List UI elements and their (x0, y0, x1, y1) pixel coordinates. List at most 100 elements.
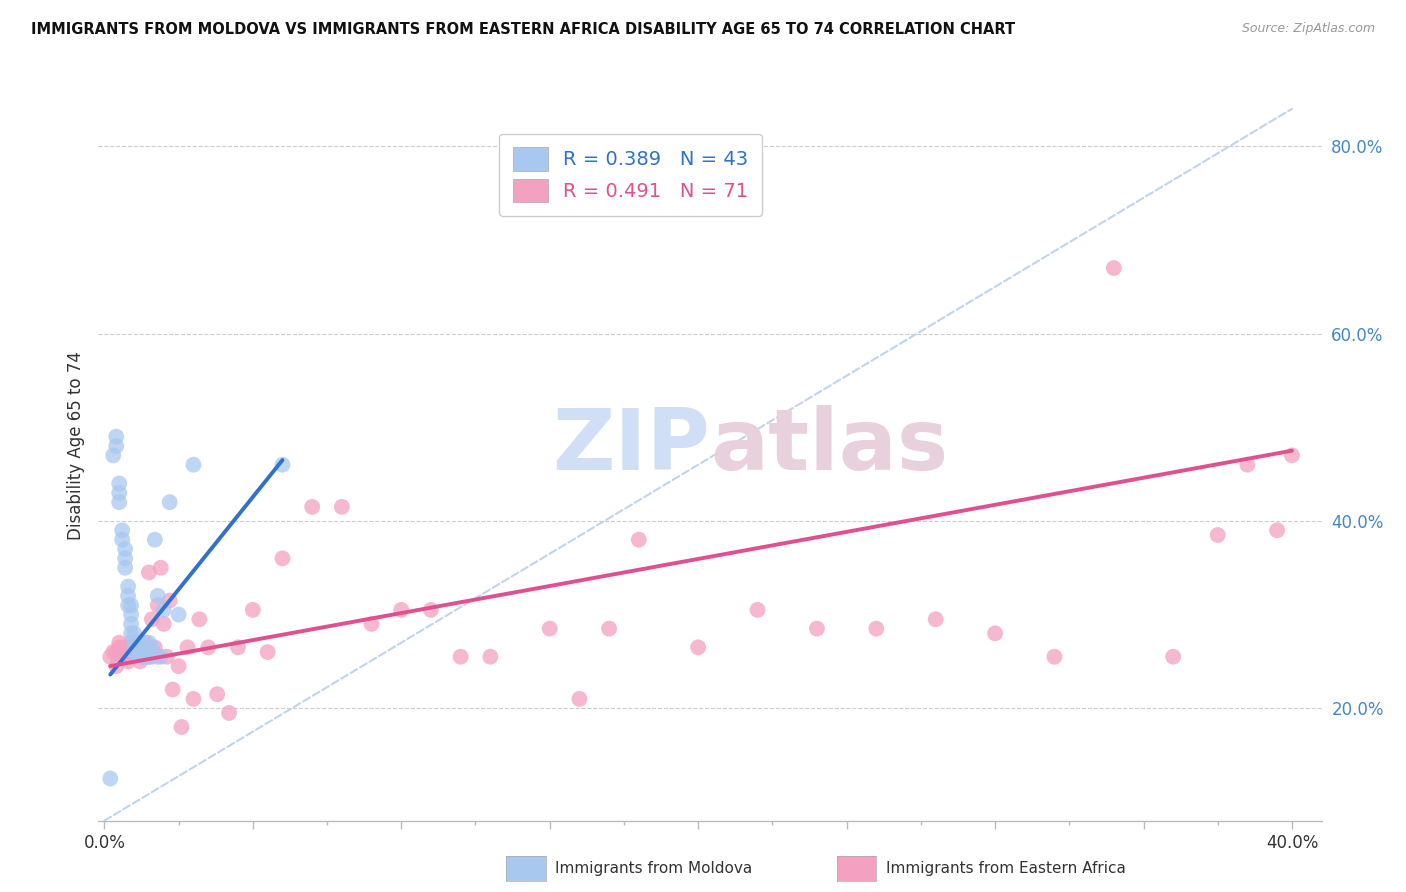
Point (105, 430, 128, 444)
Point (146, 599, 169, 613)
Point (806, 622, 828, 636)
Point (256, 645, 278, 659)
Point (143, 533, 166, 547)
Point (197, 640, 219, 655)
Point (162, 682, 184, 697)
Point (117, 640, 139, 655)
Point (688, 640, 710, 655)
Text: Immigrants from Eastern Africa: Immigrants from Eastern Africa (886, 862, 1126, 876)
Point (1281, 449, 1303, 463)
Point (156, 649, 179, 664)
Point (114, 561, 136, 575)
Point (105, 659, 128, 673)
Point (138, 649, 160, 664)
Point (159, 593, 181, 607)
Point (141, 612, 163, 626)
Point (865, 622, 887, 636)
Point (122, 626, 145, 640)
Point (120, 626, 142, 640)
Point (108, 495, 131, 509)
Point (108, 486, 131, 500)
Point (125, 640, 148, 655)
Point (143, 640, 166, 655)
Point (301, 500, 323, 514)
Point (132, 635, 155, 649)
Point (114, 645, 136, 659)
Point (132, 649, 155, 664)
Point (242, 603, 264, 617)
Point (122, 635, 145, 649)
Point (122, 649, 145, 664)
Point (129, 655, 152, 669)
Point (146, 649, 169, 664)
Legend: R = 0.389   N = 43, R = 0.491   N = 71: R = 0.389 N = 43, R = 0.491 N = 71 (499, 134, 762, 216)
Point (105, 645, 128, 659)
Point (924, 612, 946, 626)
Point (108, 640, 131, 655)
Point (984, 626, 1007, 640)
Point (271, 458, 294, 472)
Point (111, 640, 134, 655)
Point (111, 533, 134, 547)
Point (226, 640, 249, 655)
Point (103, 449, 125, 463)
Point (125, 635, 148, 649)
Point (122, 640, 145, 655)
Point (1265, 523, 1288, 537)
Point (1236, 458, 1258, 472)
Point (111, 523, 134, 537)
Point (129, 649, 152, 664)
Point (125, 635, 148, 649)
Point (141, 640, 163, 655)
Point (120, 617, 142, 632)
Point (135, 635, 157, 649)
Point (330, 500, 353, 514)
Text: Source: ZipAtlas.com: Source: ZipAtlas.com (1241, 22, 1375, 36)
Point (167, 659, 190, 673)
Text: ZIP: ZIP (553, 404, 710, 488)
Point (1161, 649, 1184, 664)
Point (132, 645, 155, 659)
Point (152, 617, 174, 632)
Text: Immigrants from Moldova: Immigrants from Moldova (555, 862, 752, 876)
Point (114, 542, 136, 557)
Point (138, 566, 160, 580)
Point (627, 533, 650, 547)
Text: atlas: atlas (710, 404, 948, 488)
Point (450, 649, 472, 664)
Point (117, 655, 139, 669)
Point (129, 635, 152, 649)
Point (120, 635, 142, 649)
Point (1043, 649, 1066, 664)
Point (1102, 261, 1125, 276)
Point (105, 439, 128, 453)
Point (568, 692, 591, 706)
Point (132, 640, 155, 655)
Point (141, 645, 163, 659)
Point (114, 551, 136, 566)
Point (135, 645, 157, 659)
Point (218, 706, 240, 720)
Point (146, 589, 169, 603)
Point (170, 720, 193, 734)
Point (141, 649, 163, 664)
Point (108, 476, 131, 491)
Point (120, 607, 142, 622)
Text: IMMIGRANTS FROM MOLDOVA VS IMMIGRANTS FROM EASTERN AFRICA DISABILITY AGE 65 TO 7: IMMIGRANTS FROM MOLDOVA VS IMMIGRANTS FR… (31, 22, 1015, 37)
Point (138, 649, 160, 664)
Point (135, 649, 157, 664)
Point (149, 561, 172, 575)
Point (132, 649, 155, 664)
Point (117, 580, 139, 594)
Point (125, 645, 148, 659)
Point (167, 607, 190, 622)
Point (135, 645, 157, 659)
Point (129, 635, 152, 649)
Y-axis label: Disability Age 65 to 74: Disability Age 65 to 74 (66, 351, 84, 541)
Point (149, 649, 172, 664)
Point (183, 458, 205, 472)
Point (271, 551, 294, 566)
Point (111, 649, 134, 664)
Point (120, 599, 142, 613)
Point (120, 649, 142, 664)
